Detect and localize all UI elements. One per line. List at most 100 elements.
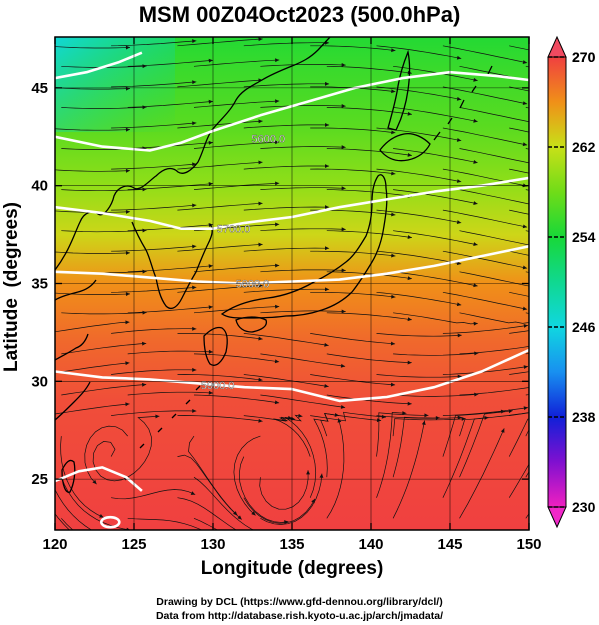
streamline-73 xyxy=(111,328,197,334)
streamline-arrow-42 xyxy=(258,418,263,423)
streamline-arrow-147 xyxy=(341,145,346,150)
streamline-186 xyxy=(177,38,263,47)
streamline-45 xyxy=(376,415,462,419)
streamline-arrow-58 xyxy=(258,377,263,382)
streamline-arrow-131 xyxy=(341,186,346,191)
streamline-arrow-90 xyxy=(258,283,263,288)
streamline-arrow-32 xyxy=(99,514,104,518)
streamline-127 xyxy=(509,209,529,215)
colorbar-tick-label-246: 246 xyxy=(572,319,596,335)
streamline-65 xyxy=(127,350,213,355)
streamline-28 xyxy=(273,416,311,457)
streamline-arrow-30 xyxy=(500,409,506,414)
y-tick-label-45: 45 xyxy=(31,80,48,97)
streamline-arrow-140 xyxy=(391,171,396,176)
streamline-121 xyxy=(111,204,197,211)
streamline-13 xyxy=(376,412,407,498)
streamline-102 xyxy=(459,271,529,287)
streamline-arrow-100 xyxy=(407,276,412,281)
streamline-123 xyxy=(243,206,330,211)
streamline-arrow-92 xyxy=(391,294,396,299)
streamline-95 xyxy=(509,291,529,297)
streamline-arrow-115 xyxy=(341,227,346,232)
streamline-69 xyxy=(393,352,479,356)
streamline-10 xyxy=(177,497,237,530)
streamline-arrow-127 xyxy=(589,224,593,228)
streamline-142 xyxy=(442,168,528,187)
streamline-137 xyxy=(111,163,197,170)
streamline-arrow-162 xyxy=(275,99,280,104)
streamline-133 xyxy=(393,189,478,205)
streamline-131 xyxy=(260,187,346,190)
streamline-arrow-10 xyxy=(251,536,255,540)
streamline-arrow-34 xyxy=(233,511,238,516)
figure-title: MSM 00Z04Oct2023 (500.0hPa) xyxy=(138,2,461,27)
streamline-arrow-43 xyxy=(298,413,303,418)
streamline-arrow-96 xyxy=(142,269,147,274)
streamline-57 xyxy=(111,369,197,375)
streamline-arrow-72 xyxy=(125,320,130,325)
shikoku-coastline xyxy=(235,316,268,333)
streamline-arrow-88 xyxy=(125,292,131,297)
streamline-arrow-97 xyxy=(208,264,213,269)
streamline-arrow-145 xyxy=(208,140,213,145)
streamline-11 xyxy=(243,497,316,524)
streamline-138 xyxy=(177,161,263,170)
streamline-arrow-54 xyxy=(540,384,544,388)
streamline-arrow-37 xyxy=(461,416,466,421)
streamline-126 xyxy=(442,209,528,228)
streamline-61 xyxy=(376,374,462,378)
streamline-90 xyxy=(177,285,263,293)
streamline-arrow-139 xyxy=(324,164,330,168)
streamline-84 xyxy=(326,312,412,321)
streamline-64 xyxy=(61,343,147,355)
streamline-arrow-4 xyxy=(337,418,342,423)
streamline-118 xyxy=(459,230,529,246)
streamline-arrow-63 xyxy=(590,361,594,365)
colorbar-tick-label-262: 262 xyxy=(572,139,596,155)
streamline-arrow-125 xyxy=(456,220,462,224)
streamline-arrow-124 xyxy=(391,212,396,217)
streamline-32 xyxy=(60,436,104,518)
streamline-51 xyxy=(260,394,346,408)
streamline-arrow-111 xyxy=(589,265,593,269)
streamline-182 xyxy=(459,65,529,82)
streamline-48 xyxy=(61,384,147,396)
streamline-arrow-110 xyxy=(522,265,528,270)
streamline-arrow-27 xyxy=(284,520,289,525)
streamline-arrow-166 xyxy=(539,122,543,126)
streamline-79 xyxy=(509,330,529,334)
streamline-190 xyxy=(442,45,528,64)
wind-streamlines xyxy=(55,37,594,540)
streamline-25 xyxy=(92,441,129,482)
streamline-arrow-50 xyxy=(274,400,280,405)
taiwan-coastline xyxy=(61,459,76,493)
streamline-147 xyxy=(260,146,346,149)
streamline-arrow-93 xyxy=(456,302,462,307)
streamline-arrow-33 xyxy=(92,479,97,485)
streamline-158 xyxy=(442,127,528,146)
streamline-arrow-41 xyxy=(192,409,197,413)
streamline-108 xyxy=(310,250,396,257)
streamline-arrow-46 xyxy=(523,406,528,411)
streamline-arrow-116 xyxy=(407,235,412,239)
x-tick-label-145: 145 xyxy=(437,536,462,553)
streamline-arrow-118 xyxy=(539,245,543,249)
streamline-arrow-86 xyxy=(539,321,543,325)
x-tick-label-125: 125 xyxy=(121,536,146,553)
streamline-arrow-99 xyxy=(341,268,346,273)
contour-label-2: 5800.0 xyxy=(236,279,270,291)
streamline-164 xyxy=(326,107,412,115)
streamline-187 xyxy=(243,42,330,47)
hokkaido-coastline xyxy=(379,132,431,162)
streamline-arrow-123 xyxy=(324,205,330,210)
streamline-arrow-48 xyxy=(142,382,147,387)
streamline-arrow-38 xyxy=(531,410,535,414)
streamline-arrow-133 xyxy=(473,201,478,205)
y-tick-label-40: 40 xyxy=(31,178,48,195)
credit-data: Data from http://database.rish.kyoto-u.a… xyxy=(155,610,444,622)
x-axis-label: Longitude (degrees) xyxy=(200,558,384,579)
contour-line-3 xyxy=(55,176,529,230)
streamline-arrow-18 xyxy=(260,531,264,535)
streamline-arrow-17 xyxy=(155,414,160,419)
